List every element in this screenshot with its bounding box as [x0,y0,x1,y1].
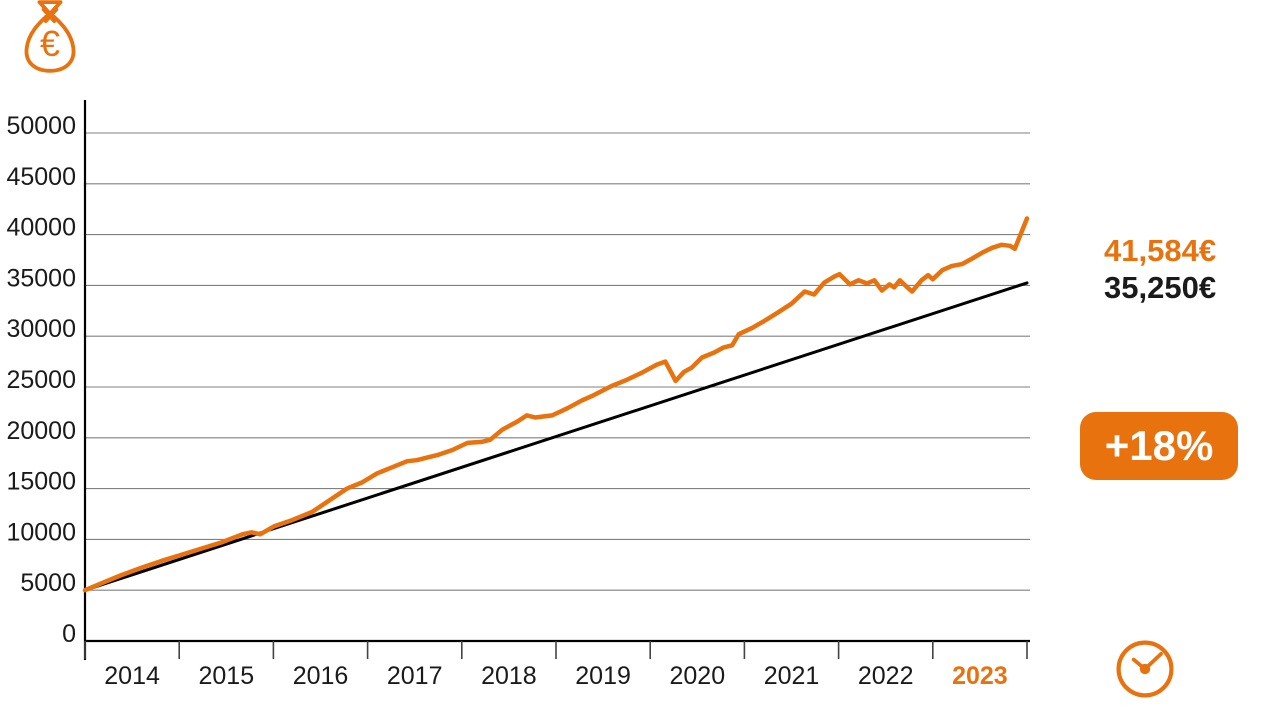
y-tick-label: 10000 [6,518,76,546]
y-tick-label: 50000 [6,112,76,140]
x-tick-label: 2015 [198,662,254,690]
clock-icon [1116,640,1174,698]
gain-badge-label: +18% [1104,422,1214,469]
money-bag-euro-icon: € [24,0,76,73]
euro-symbol: € [40,23,60,64]
x-tick-label: 2021 [764,662,820,690]
y-tick-label: 35000 [6,264,76,292]
contributions-value-label: 35,250€ [1104,270,1217,305]
y-tick-label: 45000 [6,163,76,191]
portfolio-value-label: 41,584€ [1104,233,1217,268]
x-tick-label: 2014 [104,662,160,690]
y-tick-label: 15000 [6,468,76,496]
series-investment-value-line [82,216,1030,593]
x-tick-label: 2018 [481,662,537,690]
y-tick-label: 5000 [20,569,76,597]
x-tick-label: 2017 [387,662,443,690]
y-tick-label: 25000 [6,366,76,394]
y-tick-label: 20000 [6,417,76,445]
x-tick-label: 2019 [575,662,631,690]
x-tick-label: 2016 [293,662,349,690]
y-tick-label: 0 [62,620,76,648]
y-tick-label: 30000 [6,315,76,343]
x-tick-label: 2023 [952,662,1008,690]
x-tick-label: 2022 [858,662,914,690]
x-tick-label: 2020 [669,662,725,690]
gain-badge: +18% [1080,412,1238,480]
end-values: 41,584€ 35,250€ [1104,232,1216,306]
y-tick-label: 40000 [6,214,76,242]
series-cumulative-contributions-line [83,281,1029,592]
growth-line-chart: 0 5000 10000 15000 20000 25000 30000 35000 40000… [6,100,1030,690]
